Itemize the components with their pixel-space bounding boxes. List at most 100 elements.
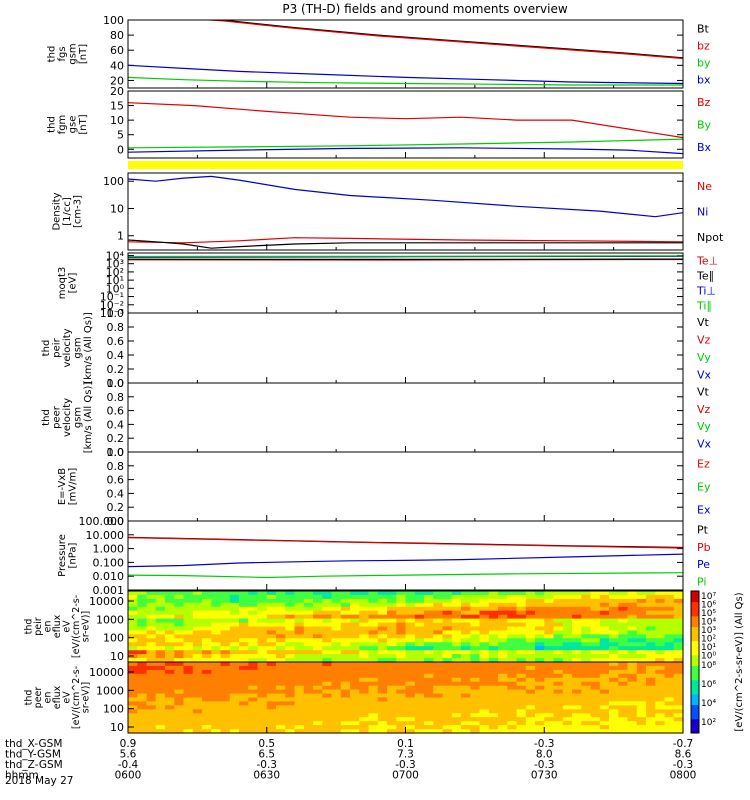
spectrogram-cell — [609, 618, 619, 624]
spectrogram-cell — [303, 594, 314, 600]
spectrogram-cell — [285, 634, 296, 639]
spectrogram-cell — [350, 638, 360, 643]
spectrogram-cell — [433, 630, 444, 635]
spectrogram-cell — [220, 709, 231, 714]
spectrogram-cell — [627, 622, 638, 628]
spectrogram-cell — [414, 697, 425, 702]
spectrogram-cell — [461, 689, 471, 695]
spectrogram-cell — [451, 606, 462, 612]
spectrogram-cell — [377, 650, 388, 655]
y-tick-label: 0.100 — [93, 556, 125, 569]
spectrogram-cell — [340, 673, 351, 679]
spectrogram-cell — [609, 622, 619, 628]
colorbar-cell — [691, 672, 699, 677]
spectrogram-cell — [535, 669, 545, 675]
spectrogram-cell — [220, 697, 231, 702]
spectrogram-cell — [581, 709, 592, 714]
spectrogram-cell — [155, 713, 166, 718]
spectrogram-cell — [303, 709, 314, 714]
spectrogram-cell — [322, 677, 333, 683]
spectrogram-cell — [294, 630, 305, 635]
spectrogram-cell — [655, 669, 666, 675]
y-axis-label: peer — [33, 687, 44, 709]
colorbar-tick-label: 10¹ — [701, 643, 716, 653]
spectrogram-cell — [461, 713, 471, 718]
spectrogram-cell — [165, 709, 175, 714]
spectrogram-cell — [229, 646, 240, 651]
spectrogram-cell — [442, 662, 453, 667]
spectrogram-cell — [424, 693, 434, 699]
spectrogram-cell — [285, 658, 296, 663]
spectrogram-cell — [174, 709, 185, 714]
spectrogram-cell — [146, 602, 157, 608]
spectrogram-cell — [507, 626, 518, 631]
spectrogram-cell — [155, 701, 166, 706]
spectrogram-cell — [155, 650, 166, 655]
spectrogram-cell — [562, 638, 573, 643]
spectrogram-cell — [535, 673, 545, 679]
spectrogram-cell — [553, 610, 564, 616]
spectrogram-cell — [424, 725, 434, 730]
spectrogram-cell — [359, 665, 370, 671]
spectrogram-cell — [562, 618, 573, 624]
spectrogram-cell — [350, 673, 360, 679]
spectrogram-cell — [535, 693, 545, 699]
spectrogram-cell — [294, 673, 305, 679]
spectrogram-cell — [609, 634, 619, 639]
legend-Pt: Pt — [697, 524, 709, 537]
spectrogram-cell — [137, 594, 148, 600]
spectrogram-cell — [322, 630, 333, 635]
spectrogram-cell — [128, 673, 138, 679]
spectrogram-cell — [313, 729, 323, 734]
spectrogram-cell — [266, 729, 277, 734]
spectrogram-cell — [211, 689, 222, 695]
spectrogram-cell — [507, 610, 518, 616]
spectrogram-cell — [488, 665, 499, 671]
spectrogram-cell — [664, 709, 675, 714]
spectrogram-cell — [313, 602, 323, 608]
spectrogram-cell — [618, 729, 629, 734]
spectrogram-cell — [544, 610, 555, 616]
y-axis-label: en — [43, 621, 54, 633]
spectrogram-cell — [387, 650, 397, 655]
spectrogram-cell — [562, 658, 573, 663]
spectrogram-cell — [590, 713, 601, 718]
spectrogram-cell — [581, 591, 592, 596]
spectrogram-cell — [276, 681, 286, 687]
spectrogram-cell — [128, 606, 138, 612]
spectrogram-cell — [229, 677, 240, 683]
spectrogram-cell — [609, 685, 619, 691]
spectrogram-cell — [618, 626, 629, 631]
spectrogram-cell — [535, 701, 545, 706]
spectrogram-cell — [202, 610, 212, 616]
spectrogram-cell — [618, 618, 629, 624]
spectrogram-cell — [581, 630, 592, 635]
spectrogram-cell — [340, 685, 351, 691]
spectrogram-cell — [581, 606, 592, 612]
spectrogram-cell — [137, 705, 148, 710]
spectrogram-cell — [340, 626, 351, 631]
spectrogram-cell — [424, 673, 434, 679]
spectrogram-cell — [414, 630, 425, 635]
spectrogram-cell — [192, 717, 203, 722]
spectrogram-cell — [285, 725, 296, 730]
spectrogram-cell — [599, 662, 610, 667]
spectrogram-cell — [590, 654, 601, 659]
spectrogram-cell — [377, 630, 388, 635]
spectrogram-cell — [377, 606, 388, 612]
spectrogram-cell — [572, 614, 582, 620]
spectrogram-cell — [183, 673, 194, 679]
spectrogram-cell — [211, 693, 222, 699]
spectrogram-cell — [368, 598, 379, 604]
spectrogram-cell — [276, 697, 286, 702]
spectrogram-cell — [442, 642, 453, 647]
spectrogram-cell — [128, 642, 138, 647]
spectrogram-cell — [211, 598, 222, 604]
spectrogram-cell — [553, 634, 564, 639]
spectrogram-cell — [479, 646, 490, 651]
spectrogram-cell — [396, 665, 407, 671]
spectrogram-cell — [137, 721, 148, 726]
spectrogram-cell — [405, 614, 416, 620]
spectrogram-cell — [174, 665, 185, 671]
